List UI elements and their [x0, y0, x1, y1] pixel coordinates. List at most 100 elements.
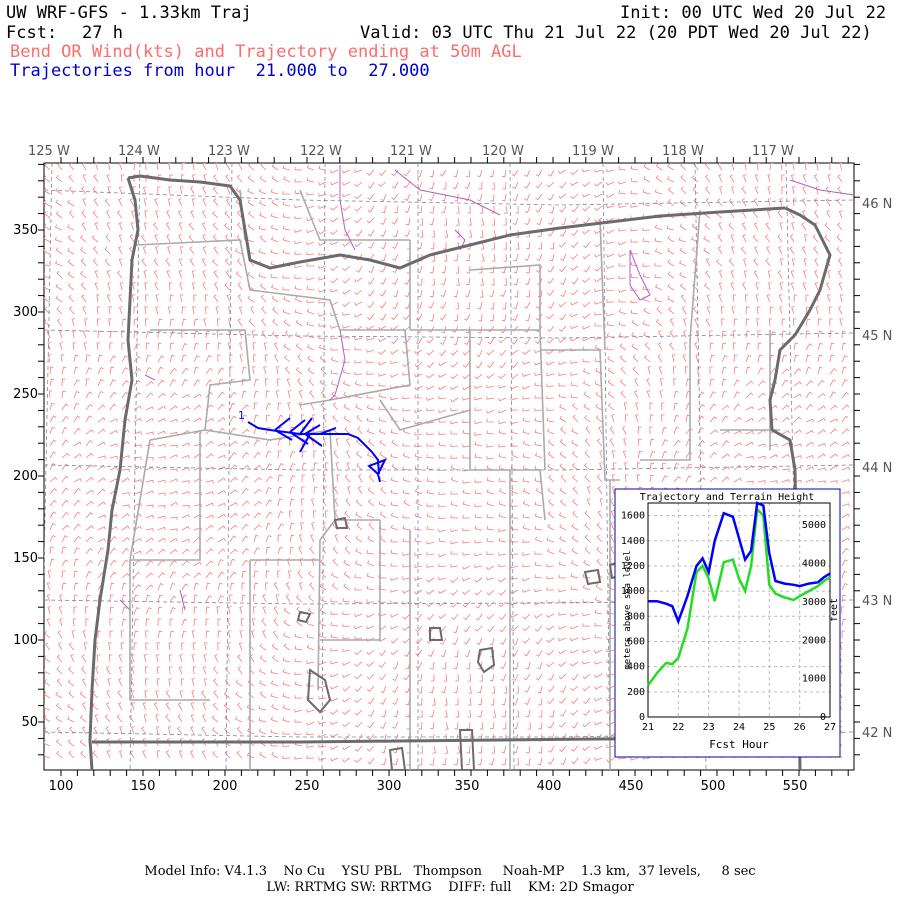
- wind-barb: [547, 325, 555, 332]
- wind-barb: [260, 163, 267, 171]
- wind-barb: [61, 487, 69, 495]
- wind-barb: [239, 630, 244, 639]
- wind-barb: [534, 501, 543, 507]
- wind-barb: [489, 169, 495, 178]
- wind-barb: [277, 558, 282, 566]
- wind-barb: [144, 678, 149, 687]
- wind-barb: [805, 366, 812, 375]
- wind-barb: [342, 359, 351, 363]
- wind-barb: [73, 594, 78, 603]
- wind-barb: [288, 414, 293, 423]
- wind-barb: [181, 490, 190, 495]
- wind-barb: [309, 390, 315, 399]
- wind-barb: [594, 709, 603, 714]
- wind-barb: [169, 537, 178, 543]
- wind-barb: [390, 613, 399, 618]
- wind-barb: [418, 697, 423, 706]
- wind-barb: [133, 502, 142, 507]
- wind-barb: [202, 666, 207, 675]
- wind-barb: [559, 524, 567, 531]
- wind-barb: [380, 193, 387, 202]
- wind-barb: [697, 427, 704, 435]
- wind-barb: [324, 462, 329, 471]
- wind-barb: [142, 750, 147, 759]
- wind-barb: [258, 225, 267, 231]
- wind-barb: [253, 500, 262, 507]
- wind-barb: [546, 181, 555, 188]
- wind-barb: [367, 733, 375, 741]
- wind-barb: [367, 301, 375, 309]
- wind-barb: [259, 643, 267, 651]
- wind-barb: [441, 685, 447, 694]
- wind-barb: [414, 409, 423, 414]
- wind-barb: [582, 358, 591, 363]
- wind-barb: [238, 330, 243, 339]
- wind-barb: [241, 452, 249, 459]
- wind-barb: [594, 301, 603, 305]
- wind-barb: [119, 306, 123, 315]
- wind-barb: [236, 750, 243, 759]
- wind-barb: [253, 488, 262, 495]
- wind-barb: [342, 709, 351, 715]
- wind-barb: [61, 390, 66, 399]
- wind-barb: [790, 174, 795, 183]
- wind-barb: [547, 511, 555, 519]
- wind-barb: [44, 306, 51, 315]
- wind-barb: [73, 499, 81, 507]
- wind-barb: [536, 253, 543, 262]
- wind-barb: [306, 620, 315, 627]
- wind-barb: [332, 546, 339, 555]
- wind-barb: [415, 625, 423, 633]
- wind-barb: [499, 613, 507, 621]
- wind-barb: [289, 462, 296, 471]
- wind-barb: [646, 390, 651, 399]
- wind-barb: [486, 565, 495, 571]
- wind-barb: [306, 229, 315, 234]
- wind-barb: [80, 271, 87, 279]
- wind-barb: [357, 486, 363, 495]
- wind-barb: [247, 188, 255, 195]
- wind-barb: [438, 385, 447, 390]
- wind-barb: [93, 198, 99, 207]
- wind-barb: [524, 193, 531, 201]
- wind-barb: [217, 354, 221, 363]
- wind-barb: [155, 294, 159, 303]
- wind-barb: [414, 564, 423, 568]
- inset-y-ticks-meters: 0 200 400 600 800 1000 1200 1400 1600: [621, 511, 645, 723]
- wind-barb: [73, 536, 81, 543]
- wind-barb: [402, 349, 411, 355]
- wind-barb: [104, 714, 111, 723]
- wind-barb: [489, 637, 495, 646]
- wind-barb: [367, 289, 375, 297]
- wind-barb: [49, 402, 55, 411]
- wind-barb: [178, 234, 183, 243]
- wind-barb: [277, 546, 284, 555]
- wind-barb: [814, 270, 819, 279]
- wind-barb: [217, 537, 226, 543]
- wind-barb: [276, 378, 281, 387]
- subtitle-blue: Trajectories from hour 21.000 to 27.000: [10, 61, 430, 81]
- wind-barb: [745, 318, 750, 327]
- wind-barb: [462, 396, 471, 401]
- wind-barb: [121, 582, 127, 591]
- wind-barb: [282, 657, 291, 663]
- wind-barb: [274, 354, 279, 363]
- wind-barb: [817, 467, 826, 472]
- wind-barb: [475, 601, 483, 609]
- wind-barb: [444, 697, 448, 706]
- wind-barb: [426, 349, 435, 356]
- wind-barb: [248, 211, 255, 219]
- wind-barb: [522, 513, 531, 519]
- wind-barb: [156, 738, 160, 747]
- wind-barb: [294, 658, 303, 663]
- wind-barb: [442, 242, 447, 250]
- wind-barb: [474, 552, 483, 557]
- wind-barb: [189, 750, 195, 759]
- wind-barb: [510, 625, 519, 632]
- wind-barb: [354, 371, 363, 376]
- wind-barb: [193, 572, 202, 579]
- wind-barb: [121, 559, 129, 567]
- wind-barb: [391, 181, 399, 189]
- wind-barb: [109, 547, 117, 555]
- wind-barb: [330, 697, 339, 702]
